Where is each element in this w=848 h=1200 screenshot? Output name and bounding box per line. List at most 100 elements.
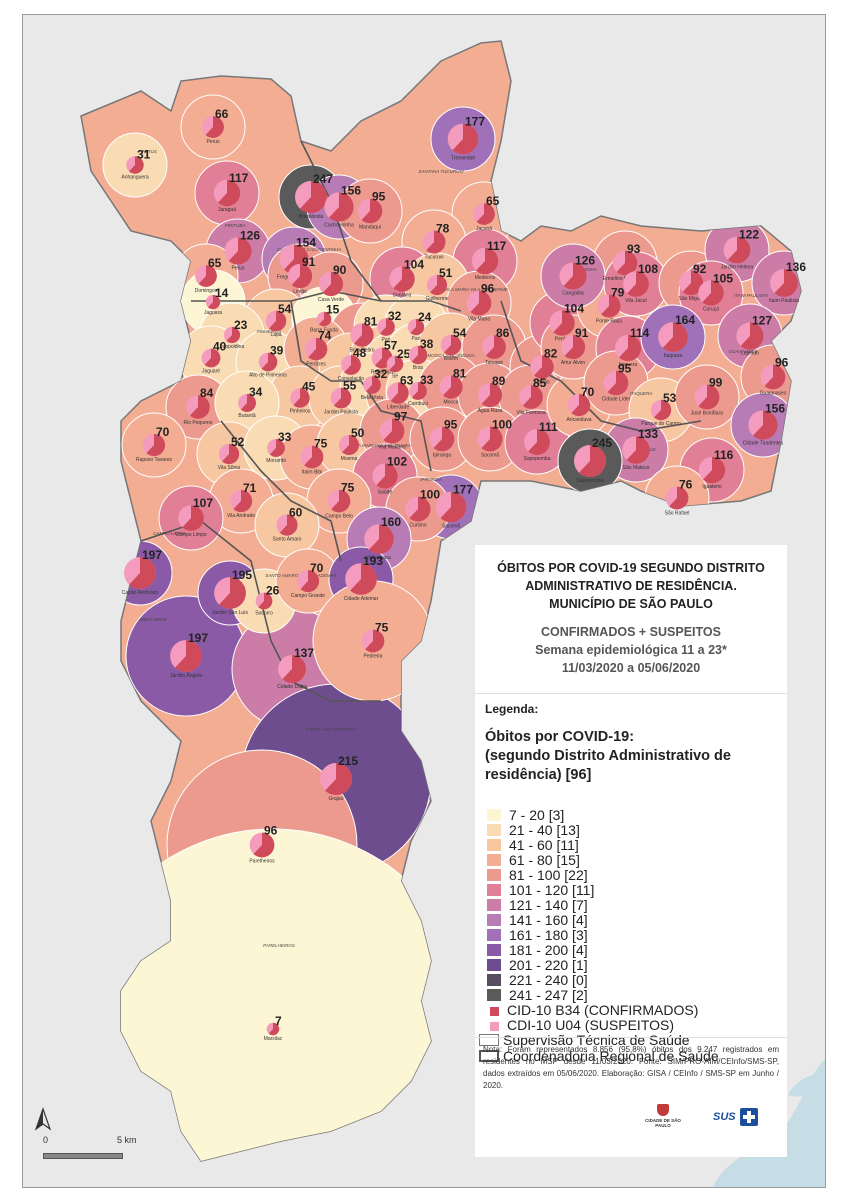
map-subtitle-1: CONFIRMADOS + SUSPEITOS: [540, 625, 721, 639]
district-count: 65: [486, 194, 500, 208]
district-count: 197: [188, 631, 208, 645]
district-name: Mooca: [443, 400, 458, 406]
district-name: Perdizes: [306, 361, 326, 367]
legend-boundary-label: Coordenadoria Regional de Saúde: [503, 1048, 719, 1064]
district-name: Itaquera: [664, 353, 683, 359]
legend-class-label: 7 - 20 [3]: [509, 807, 565, 823]
district-count: 14: [215, 286, 229, 300]
district-pie: 111 Sapopemba: [524, 420, 559, 462]
region-label: VILA MARIANA JABAQUARA: [351, 443, 411, 448]
district-name: Santo Amaro: [273, 537, 302, 543]
district-count: 100: [492, 418, 512, 432]
district-count: 95: [372, 190, 386, 204]
district-count: 104: [404, 257, 424, 271]
north-arrow: [34, 1107, 52, 1131]
district-count: 193: [363, 554, 383, 568]
district-count: 105: [713, 271, 733, 285]
district-name: Brás: [413, 365, 424, 371]
district-name: São Miguel: [678, 296, 703, 302]
legend-swatch: [487, 974, 501, 986]
legend-boundary-label: Supervisão Técnica de Saúde: [503, 1032, 690, 1048]
district-name: São Rafael: [665, 510, 690, 516]
district-count: 33: [278, 430, 292, 444]
district-pie: 127 Lajeado: [736, 313, 772, 357]
pie-confirmed-slice: [698, 384, 720, 410]
pie-confirmed-slice: [228, 237, 252, 265]
district-name: Vila Mariana: [378, 444, 406, 450]
district-name: Jaçanã: [476, 226, 492, 232]
pie-confirmed-slice: [204, 348, 221, 368]
legend-class-label: 101 - 120 [11]: [509, 882, 595, 898]
legend-class-11: 221 - 240 [0]: [487, 973, 588, 988]
pie-confirmed-slice: [564, 334, 586, 360]
pie-confirmed-slice: [654, 399, 672, 421]
legend-class-label: 141 - 160 [4]: [509, 912, 588, 928]
district-name: Pinheiros: [290, 409, 311, 415]
pie-confirmed-slice: [579, 445, 606, 478]
district-pie: 195 Jardim São Luís: [212, 568, 252, 616]
pie-confirmed-slice: [208, 294, 221, 310]
district-name: Grajaú: [328, 796, 343, 802]
district-pie: 96 Guaianases: [760, 356, 789, 397]
pie-confirmed-slice: [607, 370, 629, 396]
pie-confirmed-slice: [308, 337, 328, 361]
district-pie: 55 Jardim Paulista: [324, 379, 358, 416]
district-name: Rio Pequeno: [184, 420, 213, 426]
district-name: Morumbi: [266, 458, 285, 464]
district-pie: 95 Mandaqui: [357, 190, 386, 230]
district-pie: 90 Casa Verde: [318, 263, 347, 303]
pie-confirmed-slice: [189, 395, 210, 419]
pie-confirmed-slice: [198, 265, 217, 287]
district-pie: 24 Pari: [407, 310, 432, 342]
district-count: 84: [200, 386, 214, 400]
district-pie: 114 Itaquera: [614, 326, 650, 368]
district-pie: 32 Pari: [377, 309, 402, 343]
district-pie: 45 Pinheiros: [290, 379, 316, 414]
district-count: 32: [374, 367, 388, 381]
legend-swatch: [487, 809, 501, 821]
region-label: ITAIM PAULISTA: [734, 293, 768, 298]
map-subtitle-2: Semana epidemiológica 11 a 23*: [535, 643, 727, 657]
sus-logo: SUS: [713, 1108, 759, 1128]
district-name: Itaim Bibi: [302, 469, 323, 475]
district-pie: 104 Penha: [549, 301, 584, 343]
legend-class-3: 61 - 80 [15]: [487, 853, 580, 868]
legend-class-label: 41 - 60 [11]: [509, 837, 579, 853]
district-count: 247: [313, 172, 333, 186]
district-pie: 104 Santana: [389, 257, 424, 299]
district-name: Água Rasa: [478, 407, 503, 414]
legend-class-6: 121 - 140 [7]: [487, 898, 588, 913]
scale-end: 5 km: [117, 1135, 137, 1145]
legend-class-12: 241 - 247 [2]: [487, 988, 588, 1003]
region-label: PERUS: [141, 149, 157, 154]
legend-title-3: residência) [96]: [485, 767, 592, 783]
district-count: 91: [302, 255, 316, 269]
pie-confirmed-slice: [328, 192, 354, 222]
district-name: Alto de Pinheiros: [249, 372, 287, 378]
district-pie: 33 Morumbi: [266, 430, 291, 464]
district-pie: 117 Medeiros: [471, 239, 507, 281]
district-pie: 107 Campo Limpo: [175, 496, 213, 538]
pie-confirmed-slice: [304, 445, 324, 469]
pie-confirmed-slice: [740, 322, 764, 350]
pie-confirmed-slice: [470, 290, 492, 316]
district-name: Raposo Tavares: [136, 457, 173, 463]
district-name: José Bonifácio: [691, 410, 724, 416]
district-count: 195: [232, 568, 252, 582]
district-count: 81: [453, 366, 467, 380]
district-pie: 156 Cidade Tiradentes: [743, 401, 786, 446]
pie-confirmed-slice: [268, 1022, 280, 1036]
district-name: Cidade Dutra: [277, 684, 307, 690]
district-count: 117: [487, 239, 507, 253]
district-name: Jardim São Luís: [212, 610, 249, 616]
district-name: Itaim Paulista: [769, 298, 799, 304]
pie-confirmed-slice: [411, 382, 427, 400]
region-boundary: [300, 140, 382, 302]
district-count: 75: [341, 481, 355, 495]
pie-confirmed-slice: [219, 577, 246, 609]
district-count: 137: [294, 646, 314, 660]
district-name: Butantã: [238, 413, 255, 419]
district-pie: 53 Parque do Carmo: [641, 391, 681, 427]
district-name: Mandaqui: [359, 224, 381, 230]
pie-confirmed-slice: [258, 592, 273, 610]
